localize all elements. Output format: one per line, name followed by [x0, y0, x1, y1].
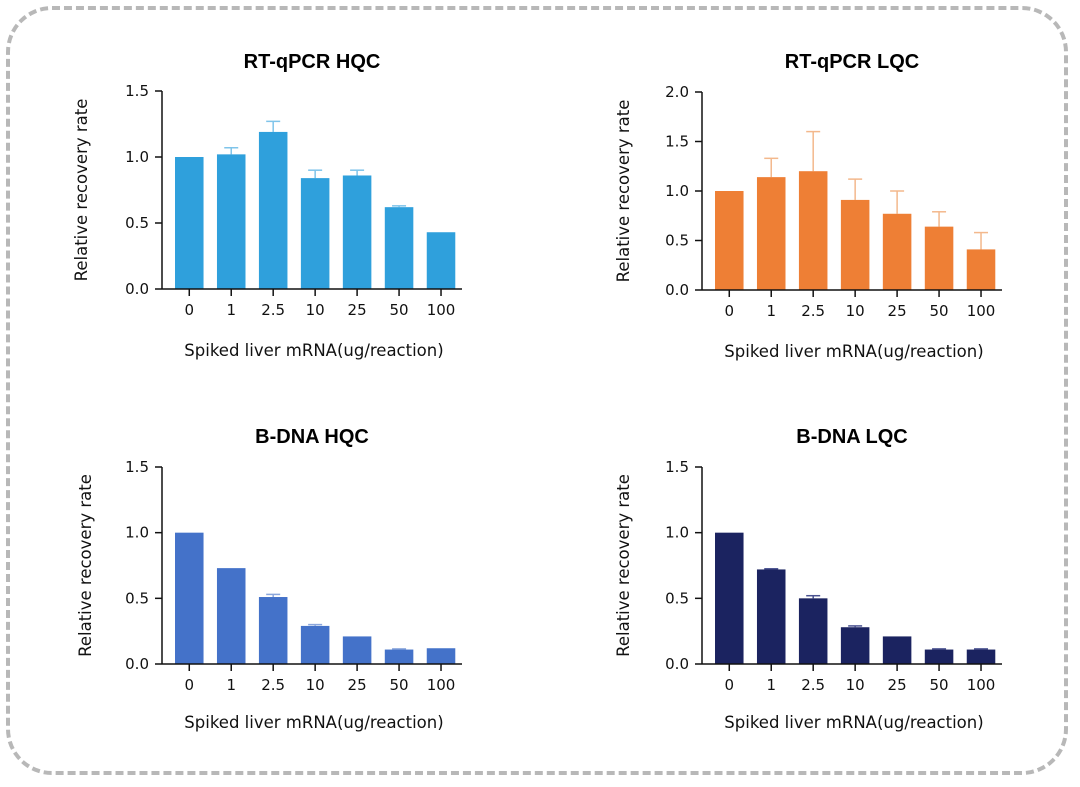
bar: [715, 191, 744, 290]
x-tick-label: 100: [427, 301, 456, 319]
x-axis-label: Spiked liver mRNA(ug/reaction): [184, 713, 443, 732]
y-tick-label: 0.5: [125, 214, 149, 232]
bar: [924, 226, 954, 290]
bar: [426, 648, 456, 664]
x-tick-label: 100: [967, 676, 996, 694]
x-tick-label: 25: [348, 301, 367, 319]
y-tick-label: 0.0: [665, 281, 689, 299]
bar: [342, 175, 372, 289]
y-tick-label: 2.0: [665, 83, 689, 101]
y-tick-label: 0.0: [125, 655, 149, 673]
y-tick-label: 1.5: [125, 458, 149, 476]
x-tick-label: 2.5: [801, 302, 825, 320]
chart-title: RT-qPCR LQC: [785, 51, 919, 73]
x-tick-label: 1: [766, 302, 776, 320]
y-axis-label: Relative recovery rate: [76, 474, 95, 657]
bar: [966, 649, 996, 664]
x-tick-label: 2.5: [261, 301, 285, 319]
y-tick-label: 0.5: [665, 589, 689, 607]
y-tick-label: 1.5: [125, 82, 149, 100]
x-tick-label: 50: [390, 301, 409, 319]
x-tick-label: 100: [427, 676, 456, 694]
y-tick-label: 0.0: [125, 280, 149, 298]
bar: [216, 154, 246, 289]
x-tick-label: 0: [184, 301, 194, 319]
bar: [882, 636, 912, 664]
bar: [216, 568, 246, 664]
chart-panel: RT-qPCR LQC 0 1 2.5 10 25 50 100 0.0 0.5 1.0 1.5 2.0…: [614, 51, 1002, 361]
y-tick-label: 0.5: [665, 232, 689, 250]
y-tick-label: 1.5: [665, 458, 689, 476]
bar: [342, 636, 372, 664]
y-tick-label: 1.0: [665, 182, 689, 200]
x-tick-label: 50: [390, 676, 409, 694]
x-tick-label: 25: [888, 676, 907, 694]
y-axis-label: Relative recovery rate: [614, 100, 633, 283]
x-tick-label: 0: [724, 302, 734, 320]
y-tick-label: 0.0: [665, 655, 689, 673]
x-tick-label: 10: [306, 301, 325, 319]
x-tick-label: 10: [846, 302, 865, 320]
x-tick-label: 0: [184, 676, 194, 694]
bar: [258, 131, 288, 289]
x-tick-label: 100: [967, 302, 996, 320]
bar: [882, 213, 912, 290]
chart-panel: B-DNA HQC 0 1 2.5 10 25 50 100 0.0 0.5 1.0 1.5 Spike…: [76, 426, 462, 732]
bar: [426, 232, 456, 289]
y-tick-label: 1.0: [125, 524, 149, 542]
chart-title: RT-qPCR HQC: [244, 51, 381, 73]
chart-title: B-DNA LQC: [796, 426, 907, 448]
chart-panel: RT-qPCR HQC 0 1 2.5 10 25 50 100 0.0 0.5 1.0 1.5 Spi…: [72, 51, 462, 360]
x-tick-label: 2.5: [261, 676, 285, 694]
x-tick-label: 0: [724, 676, 734, 694]
bar: [798, 171, 828, 290]
bar: [300, 625, 330, 664]
bar: [756, 177, 786, 290]
y-axis-label: Relative recovery rate: [72, 99, 91, 282]
x-axis-label: Spiked liver mRNA(ug/reaction): [724, 713, 983, 732]
bar: [300, 178, 330, 289]
x-tick-label: 10: [306, 676, 325, 694]
x-tick-label: 50: [930, 676, 949, 694]
x-tick-label: 2.5: [801, 676, 825, 694]
bar: [175, 532, 204, 664]
bar: [840, 199, 870, 290]
x-tick-label: 50: [930, 302, 949, 320]
chart-title: B-DNA HQC: [255, 426, 369, 448]
bar: [175, 157, 204, 289]
y-axis-label: Relative recovery rate: [614, 474, 633, 657]
y-tick-label: 1.5: [665, 133, 689, 151]
bar: [715, 532, 744, 664]
y-tick-label: 0.5: [125, 589, 149, 607]
bar: [966, 249, 996, 290]
bar: [924, 649, 954, 664]
x-tick-label: 1: [226, 301, 236, 319]
x-tick-label: 1: [766, 676, 776, 694]
x-tick-label: 10: [846, 676, 865, 694]
bar: [798, 598, 828, 664]
bar: [384, 649, 414, 664]
x-tick-label: 25: [888, 302, 907, 320]
y-tick-label: 1.0: [125, 148, 149, 166]
x-axis-label: Spiked liver mRNA(ug/reaction): [184, 341, 443, 360]
y-tick-label: 1.0: [665, 524, 689, 542]
bar: [258, 597, 288, 664]
bar: [384, 207, 414, 289]
x-axis-label: Spiked liver mRNA(ug/reaction): [724, 342, 983, 361]
x-tick-label: 25: [348, 676, 367, 694]
chart-panel: B-DNA LQC 0 1 2.5 10 25 50 100 0.0 0.5 1.0 1.5 Spike…: [614, 426, 1002, 732]
dashed-frame: [6, 6, 1068, 775]
x-tick-label: 1: [226, 676, 236, 694]
bar: [840, 627, 870, 664]
bar: [756, 569, 786, 664]
